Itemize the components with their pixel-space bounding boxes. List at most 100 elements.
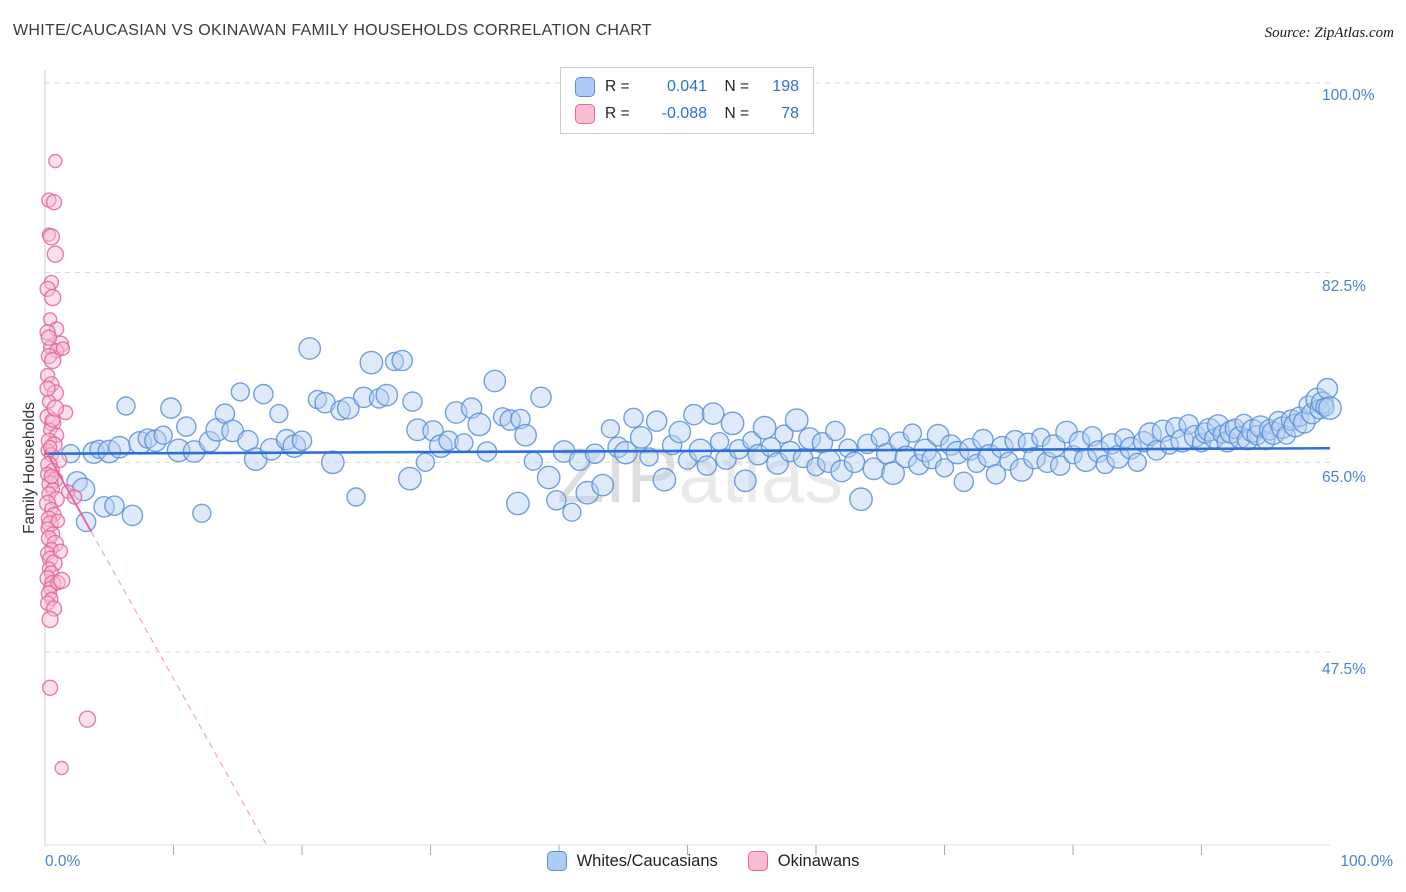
- scatter-point-whites[interactable]: [613, 440, 638, 465]
- scatter-point-whites[interactable]: [375, 383, 399, 407]
- scatter-point-whites[interactable]: [830, 459, 854, 483]
- scatter-point-whites[interactable]: [652, 467, 677, 492]
- scatter-point-okinawans[interactable]: [39, 367, 56, 384]
- scatter-point-whites[interactable]: [966, 453, 987, 474]
- scatter-point-whites[interactable]: [668, 420, 692, 444]
- scatter-point-whites[interactable]: [1316, 377, 1339, 400]
- scatter-point-whites[interactable]: [71, 477, 96, 502]
- scatter-point-whites[interactable]: [1087, 440, 1111, 463]
- scatter-point-whites[interactable]: [600, 419, 621, 439]
- scatter-point-whites[interactable]: [160, 397, 182, 419]
- scatter-point-whites[interactable]: [629, 425, 653, 449]
- scatter-point-whites[interactable]: [645, 410, 668, 432]
- scatter-point-whites[interactable]: [153, 425, 173, 445]
- scatter-point-okinawans[interactable]: [39, 324, 56, 341]
- scatter-point-whites[interactable]: [945, 440, 970, 465]
- scatter-point-whites[interactable]: [346, 487, 366, 507]
- scatter-point-whites[interactable]: [93, 495, 115, 518]
- scatter-point-whites[interactable]: [253, 383, 274, 405]
- scatter-point-whites[interactable]: [402, 391, 423, 412]
- scatter-point-whites[interactable]: [806, 457, 826, 477]
- scatter-point-okinawans[interactable]: [41, 679, 59, 696]
- scatter-point-whites[interactable]: [1031, 427, 1051, 448]
- scatter-point-whites[interactable]: [397, 466, 422, 491]
- scatter-point-whites[interactable]: [1127, 452, 1148, 472]
- scatter-point-okinawans[interactable]: [52, 543, 69, 559]
- scatter-point-whites[interactable]: [591, 473, 615, 497]
- scatter-point-okinawans[interactable]: [53, 571, 71, 590]
- scatter-point-whites[interactable]: [683, 403, 705, 426]
- scatter-point-whites[interactable]: [415, 452, 436, 472]
- scatter-point-whites[interactable]: [902, 423, 923, 443]
- scatter-point-whites[interactable]: [192, 503, 212, 523]
- scatter-point-whites[interactable]: [1178, 414, 1199, 435]
- scatter-point-whites[interactable]: [269, 403, 289, 424]
- scatter-point-whites[interactable]: [510, 408, 531, 430]
- scatter-point-whites[interactable]: [546, 489, 567, 511]
- scatter-point-whites[interactable]: [467, 412, 492, 437]
- scatter-point-whites[interactable]: [568, 449, 591, 472]
- scatter-point-whites[interactable]: [1009, 457, 1034, 482]
- scatter-point-whites[interactable]: [881, 461, 905, 486]
- scatter-point-whites[interactable]: [422, 420, 444, 442]
- scatter-point-whites[interactable]: [825, 420, 846, 442]
- scatter-point-whites[interactable]: [999, 451, 1019, 471]
- scatter-point-whites[interactable]: [1165, 416, 1187, 439]
- scatter-point-whites[interactable]: [575, 480, 600, 505]
- scatter-point-whites[interactable]: [175, 416, 197, 437]
- scatter-point-whites[interactable]: [121, 504, 144, 527]
- scatter-point-whites[interactable]: [454, 433, 474, 453]
- scatter-point-whites[interactable]: [1049, 455, 1071, 476]
- scatter-point-whites[interactable]: [320, 450, 345, 475]
- scatter-point-okinawans[interactable]: [46, 399, 64, 417]
- scatter-point-whites[interactable]: [359, 350, 384, 375]
- scatter-point-okinawans[interactable]: [40, 329, 58, 346]
- scatter-point-whites[interactable]: [291, 430, 313, 452]
- scatter-point-whites[interactable]: [843, 451, 866, 474]
- scatter-point-okinawans[interactable]: [78, 710, 97, 728]
- scatter-point-whites[interactable]: [953, 471, 975, 493]
- scatter-point-okinawans[interactable]: [39, 595, 56, 611]
- scatter-point-whites[interactable]: [623, 407, 644, 429]
- scatter-point-whites[interactable]: [696, 455, 718, 476]
- scatter-point-whites[interactable]: [908, 453, 930, 476]
- scatter-point-whites[interactable]: [523, 451, 543, 471]
- scatter-point-whites[interactable]: [368, 388, 390, 409]
- scatter-point-whites[interactable]: [406, 418, 429, 442]
- scatter-point-whites[interactable]: [1023, 446, 1046, 470]
- scatter-point-whites[interactable]: [536, 465, 561, 490]
- scatter-point-whites[interactable]: [584, 443, 606, 465]
- scatter-point-okinawans[interactable]: [41, 610, 59, 629]
- scatter-point-whites[interactable]: [221, 419, 245, 443]
- scatter-point-okinawans[interactable]: [43, 468, 60, 485]
- scatter-point-okinawans[interactable]: [39, 280, 56, 298]
- scatter-point-whites[interactable]: [985, 463, 1007, 485]
- scatter-point-okinawans[interactable]: [41, 394, 57, 409]
- scatter-point-whites[interactable]: [483, 369, 507, 393]
- scatter-point-whites[interactable]: [1138, 422, 1163, 447]
- scatter-point-okinawans[interactable]: [45, 600, 63, 617]
- scatter-point-whites[interactable]: [499, 409, 522, 431]
- scatter-point-whites[interactable]: [1095, 454, 1115, 475]
- scatter-point-whites[interactable]: [784, 408, 809, 432]
- scatter-point-whites[interactable]: [530, 386, 552, 409]
- scatter-point-okinawans[interactable]: [46, 245, 64, 263]
- scatter-point-whites[interactable]: [104, 495, 125, 517]
- scatter-point-whites[interactable]: [862, 457, 886, 481]
- scatter-point-okinawans[interactable]: [57, 404, 74, 421]
- scatter-point-whites[interactable]: [1146, 440, 1167, 461]
- scatter-point-whites[interactable]: [752, 415, 777, 440]
- scatter-point-whites[interactable]: [352, 386, 375, 409]
- scatter-point-whites[interactable]: [709, 432, 730, 452]
- scatter-point-okinawans[interactable]: [42, 228, 61, 246]
- scatter-point-okinawans[interactable]: [44, 288, 62, 307]
- scatter-point-whites[interactable]: [849, 487, 873, 512]
- scatter-point-whites[interactable]: [701, 402, 725, 425]
- scatter-point-whites[interactable]: [298, 337, 322, 360]
- scatter-point-whites[interactable]: [720, 411, 745, 436]
- scatter-point-whites[interactable]: [336, 396, 360, 420]
- scatter-point-whites[interactable]: [384, 351, 405, 372]
- scatter-point-okinawans[interactable]: [50, 513, 66, 529]
- scatter-point-whites[interactable]: [562, 502, 582, 522]
- scatter-point-whites[interactable]: [116, 396, 136, 416]
